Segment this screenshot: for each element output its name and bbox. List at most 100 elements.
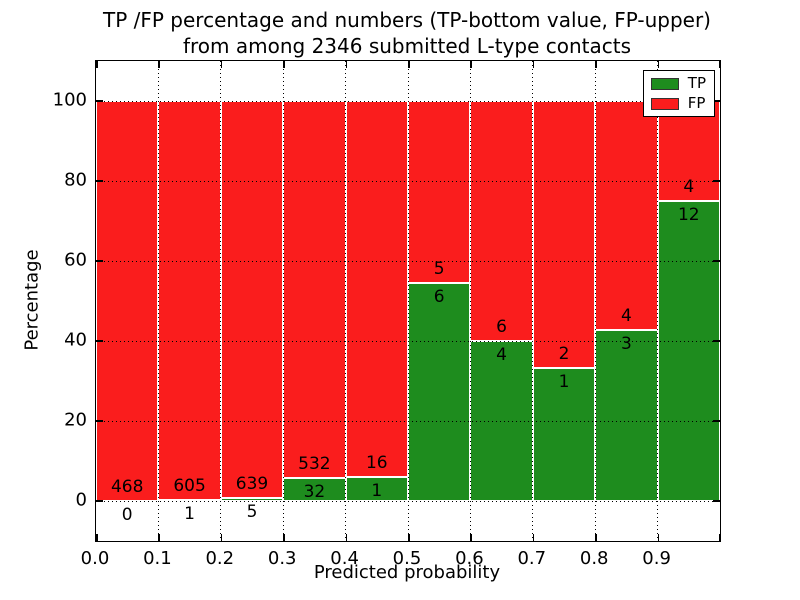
bar-segment-tp <box>220 497 284 501</box>
x-tick-mark-top <box>158 61 160 68</box>
bar-label-fp: 605 <box>173 476 206 497</box>
y-tick-label: 40 <box>64 329 87 351</box>
x-tick-mark <box>595 534 597 541</box>
x-tick-label: 0.9 <box>642 548 671 569</box>
bar-segment-tp <box>657 201 720 501</box>
chart-title-line-1: TP /FP percentage and numbers (TP-bottom… <box>103 8 711 32</box>
x-tick-mark <box>96 534 98 541</box>
legend-label: FP <box>687 94 706 112</box>
y-tick-mark <box>96 180 103 182</box>
bar-label-tp: 4 <box>496 345 508 365</box>
gridline-vertical <box>469 61 471 541</box>
x-tick-label: 0.4 <box>330 548 359 569</box>
bar-label-tp: 1 <box>371 481 383 502</box>
gridline-vertical <box>532 61 534 541</box>
plot-area: TP FP 468 0 605 1 639 5 532 32 16 1 5 6 6 4 2 1 4 3 4 12 <box>95 60 721 542</box>
gridline-horizontal <box>96 100 720 102</box>
gridline-vertical <box>282 61 284 541</box>
gridline-vertical <box>594 61 596 541</box>
bar-label-tp: 1 <box>558 371 570 392</box>
x-tick-mark-top <box>220 61 223 68</box>
x-tick-mark-top <box>532 61 535 68</box>
bar-label-tp: 12 <box>677 205 700 225</box>
chart-title-line-2: from among 2346 submitted L-type contact… <box>182 33 632 58</box>
x-tick-mark-top <box>595 61 597 68</box>
legend-box: TP FP <box>642 70 715 117</box>
x-tick-label: 0.2 <box>205 548 235 569</box>
bar-segment-fp <box>345 101 408 478</box>
bar-segment-tp <box>345 477 408 501</box>
gridline-horizontal <box>96 260 720 262</box>
bar-segment-fp <box>158 101 221 501</box>
x-tick-mark <box>532 534 535 541</box>
gridline-horizontal <box>96 340 720 342</box>
x-tick-label: 0.7 <box>517 548 547 569</box>
x-tick-mark <box>657 534 660 541</box>
bar-segment-fp <box>283 101 346 479</box>
bar-segment-fp <box>470 101 533 341</box>
bar-label-tp: 0 <box>121 505 133 525</box>
x-tick-mark-top <box>283 61 285 68</box>
y-tick-mark-right <box>713 340 720 342</box>
x-tick-label: 0.1 <box>143 548 172 569</box>
bar-segment-fp <box>220 101 284 498</box>
bar-label-fp: 4 <box>683 177 695 197</box>
bar-label-tp: 32 <box>303 482 326 503</box>
x-tick-mark <box>345 534 348 541</box>
bar-label-fp: 2 <box>558 343 570 364</box>
bar-label-fp: 16 <box>365 453 388 474</box>
x-tick-mark-top <box>408 61 410 68</box>
gridline-vertical <box>220 61 222 541</box>
y-tick-mark <box>96 420 103 422</box>
gridline-vertical <box>157 61 159 541</box>
x-tick-label: 0.0 <box>80 548 110 569</box>
gridline-horizontal <box>96 180 720 182</box>
x-tick-mark-top <box>96 61 98 68</box>
x-tick-mark <box>470 534 472 541</box>
x-tick-mark <box>408 534 410 541</box>
x-axis-label: Predicted probability <box>313 562 501 583</box>
bar-segment-tp <box>595 329 658 501</box>
x-tick-label: 0.3 <box>267 548 297 569</box>
legend-row: TP <box>650 76 706 91</box>
y-tick-mark-right <box>713 100 720 102</box>
x-tick-mark-top <box>470 61 472 68</box>
gridline-horizontal <box>96 500 720 502</box>
y-tick-mark-right <box>713 180 720 182</box>
bar-segment-tp <box>532 367 596 501</box>
y-tick-label: 60 <box>64 249 87 271</box>
bar-segment-fp <box>532 101 596 368</box>
y-tick-mark-right <box>713 420 720 422</box>
x-tick-mark <box>718 534 720 541</box>
y-tick-label: 0 <box>75 489 87 511</box>
y-tick-label: 100 <box>52 89 87 111</box>
y-tick-mark <box>96 500 103 502</box>
gridline-vertical <box>407 61 409 541</box>
bar-label-tp: 6 <box>433 286 445 307</box>
legend-swatch-fp-icon <box>650 97 679 110</box>
bar-label-fp: 4 <box>620 305 632 326</box>
bar-label-tp: 5 <box>246 501 258 522</box>
y-tick-mark <box>96 100 103 102</box>
bar-segment-tp <box>283 478 346 501</box>
x-tick-label: 0.8 <box>579 548 609 569</box>
x-tick-mark-top <box>657 61 660 68</box>
legend-swatch-tp-icon <box>650 77 679 90</box>
bar-label-fp: 6 <box>496 317 508 337</box>
x-tick-mark-top <box>718 61 720 68</box>
x-tick-mark <box>158 534 160 541</box>
gridline-vertical <box>345 61 347 541</box>
gridline-horizontal <box>96 420 720 422</box>
x-tick-mark <box>283 534 285 541</box>
x-tick-mark-top <box>345 61 348 68</box>
y-tick-label: 80 <box>64 169 87 191</box>
y-tick-mark <box>96 340 103 342</box>
bar-label-tp: 3 <box>620 333 632 354</box>
chart-title: TP /FP percentage and numbers (TP-bottom… <box>95 8 719 59</box>
bar-segment-fp <box>408 101 471 283</box>
bar-label-fp: 532 <box>298 454 331 475</box>
y-tick-mark <box>96 260 103 262</box>
legend-row: FP <box>650 94 706 112</box>
bar-segment-fp <box>657 101 720 201</box>
y-tick-mark-right <box>713 260 720 262</box>
